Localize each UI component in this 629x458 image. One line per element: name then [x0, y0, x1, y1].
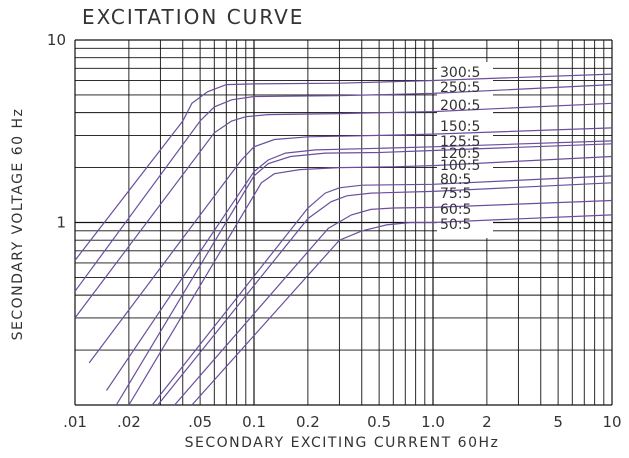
x-tick-labels: .01 .02 .05 0.1 0.2 0.5 1.0 2 5 10 [63, 413, 621, 431]
series-label: 80:5 [440, 172, 471, 188]
series-line [157, 182, 613, 406]
series-label: 60:5 [440, 202, 471, 218]
x-tick-label: .02 [117, 413, 141, 431]
series-label: 100:5 [440, 158, 480, 174]
x-tick-label: .05 [188, 413, 212, 431]
series-label: 50:5 [440, 217, 471, 233]
series-line [191, 214, 613, 406]
x-axis-title: SECONDARY EXCITING CURRENT 60Hz [185, 435, 500, 451]
x-tick-label: 0.1 [242, 413, 266, 431]
y-axis-title: SECONDARY VOLTAGE 60 Hz [10, 108, 26, 341]
series-label: 200:5 [440, 98, 480, 114]
x-tick-label: 5 [553, 413, 563, 431]
series-line [74, 84, 613, 292]
x-tick-label: 10 [602, 413, 621, 431]
x-tick-label: .01 [63, 413, 87, 431]
series-label: 125:5 [440, 134, 480, 150]
series-label: 120:5 [440, 146, 480, 162]
y-tick-labels: 1 10 [47, 31, 66, 232]
series-line [74, 102, 613, 319]
series-lines [74, 73, 613, 406]
chart-title: EXCITATION CURVE [82, 5, 304, 29]
y-tick-label: 1 [56, 214, 66, 232]
series-line [115, 143, 613, 406]
series-line [151, 175, 613, 406]
series-line [174, 199, 613, 406]
x-tick-label: 0.5 [367, 413, 391, 431]
series-line [74, 73, 613, 261]
x-tick-label: 2 [482, 413, 492, 431]
grid [74, 39, 613, 406]
series-line [106, 140, 613, 391]
series-line [128, 155, 613, 406]
series-label: 250:5 [440, 80, 480, 96]
series-label: 300:5 [440, 65, 480, 81]
x-tick-label: 0.2 [296, 413, 320, 431]
series-line [88, 127, 613, 364]
y-tick-label: 10 [47, 31, 66, 49]
x-tick-label: 1.0 [421, 413, 445, 431]
series-label: 75:5 [440, 186, 471, 202]
series-label: 150:5 [440, 119, 480, 135]
